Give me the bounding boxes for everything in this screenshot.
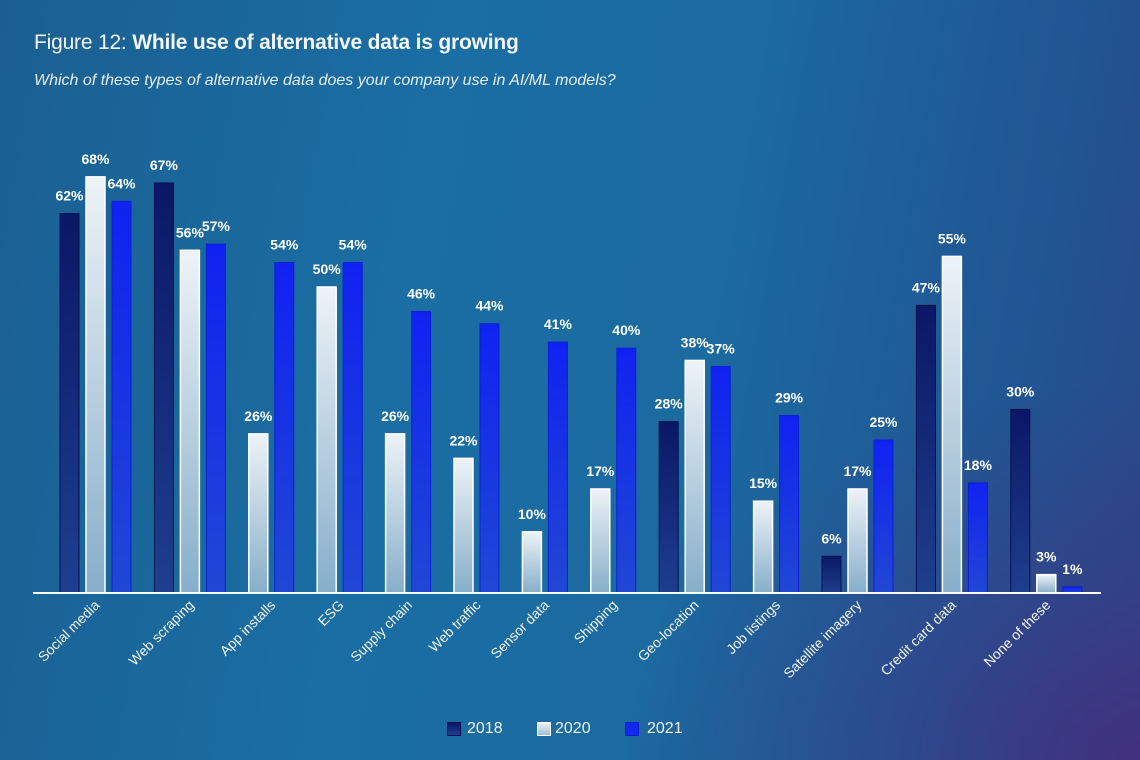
bar-2018-web-scraping — [153, 182, 174, 594]
bar-2021-geo-location — [710, 366, 731, 594]
value-label: 50% — [313, 261, 342, 277]
bar-2021-web-scraping — [205, 243, 226, 594]
value-label: 54% — [270, 237, 299, 253]
category-label: Shipping — [571, 597, 621, 647]
bar-2021-satellite-imagery — [873, 439, 894, 594]
bar-2021-social-media — [111, 200, 132, 594]
category-label: Satellite imagery — [780, 597, 864, 681]
bar-2021-supply-chain — [411, 310, 432, 594]
value-label: 46% — [407, 285, 436, 301]
bar-2018-social-media — [59, 213, 80, 594]
value-label: 22% — [449, 432, 478, 448]
bar-2020-job-listings — [752, 500, 774, 594]
bar-2020-web-scraping — [179, 249, 201, 594]
category-label: Sensor data — [487, 597, 552, 662]
legend-label-2018: 2018 — [467, 720, 503, 737]
chart-subtitle: Which of these types of alternative data… — [34, 72, 616, 89]
bar-2018-satellite-imagery — [821, 555, 842, 594]
value-label: 29% — [775, 390, 804, 406]
category-label: Supply chain — [347, 597, 415, 665]
legend: 2018 2020 2021 — [0, 720, 1140, 744]
bar-2021-sensor-data — [547, 341, 568, 594]
value-label: 56% — [176, 224, 205, 240]
value-label: 44% — [475, 298, 504, 314]
value-label: 47% — [912, 279, 941, 295]
bar-2018-none-of-these — [1010, 408, 1031, 594]
value-label: 55% — [938, 230, 967, 246]
category-label: Credit card data — [877, 597, 959, 679]
bar-2018-credit-card-data — [915, 304, 936, 594]
value-label: 28% — [655, 396, 684, 412]
value-label: 17% — [586, 463, 615, 479]
bar-2020-social-media — [85, 176, 106, 594]
legend-label-2021: 2021 — [647, 720, 683, 737]
value-label: 30% — [1006, 383, 1035, 399]
bar-2020-shipping — [590, 488, 611, 594]
value-label: 40% — [612, 322, 641, 338]
legend-item-2018: 2018 — [447, 720, 503, 738]
bar-2020-web-traffic — [453, 457, 474, 594]
bar-2020-satellite-imagery — [847, 488, 868, 594]
bar-2021-web-traffic — [479, 323, 500, 594]
value-label: 64% — [107, 175, 136, 191]
bar-2020-none-of-these — [1036, 573, 1057, 594]
value-label: 67% — [150, 157, 179, 173]
category-label: Social media — [35, 597, 103, 665]
category-label: Job listings — [723, 597, 783, 657]
category-label: None of these — [980, 597, 1053, 670]
value-label: 26% — [244, 408, 273, 424]
chart-title: Figure 12: While use of alternative data… — [34, 31, 519, 55]
value-label: 68% — [81, 151, 110, 167]
bar-2020-credit-card-data — [941, 255, 963, 594]
value-labels-layer: 62% 68% 64% 67% 56%57% 26% 54% 50% 54% 26% 46% 22% 4… — [55, 151, 1082, 577]
bar-2020-app-installs — [248, 433, 269, 594]
value-label: 26% — [381, 408, 410, 424]
category-labels-layer: Social media Web scraping App installs ESG S… — [35, 597, 1054, 682]
figure-title-text: While use of alternative data is growing — [132, 31, 519, 54]
bar-2020-esg — [316, 286, 337, 594]
category-label: Geo-location — [634, 597, 701, 664]
bar-2020-sensor-data — [521, 531, 543, 594]
value-label: 54% — [339, 237, 368, 253]
legend-swatch-2020 — [537, 722, 551, 736]
category-label: ESG — [315, 597, 347, 629]
bar-2021-job-listings — [779, 415, 800, 594]
value-label: 6% — [821, 530, 842, 546]
category-label: Web scraping — [125, 597, 197, 669]
value-label: 41% — [544, 316, 573, 332]
figure-number: Figure 12: — [34, 31, 127, 54]
value-label: 3% — [1036, 549, 1057, 565]
legend-swatch-2018 — [447, 722, 461, 736]
category-label: Web traffic — [425, 597, 483, 655]
legend-label-2020: 2020 — [555, 720, 591, 737]
bar-2020-geo-location — [684, 359, 705, 594]
category-label: App installs — [216, 597, 278, 659]
bar-2021-shipping — [616, 347, 637, 594]
value-label: 25% — [869, 414, 898, 430]
value-label: 10% — [518, 506, 547, 522]
value-label: 18% — [964, 457, 993, 473]
value-label: 17% — [843, 463, 872, 479]
value-label: 15% — [749, 475, 778, 491]
legend-item-2020: 2020 — [537, 720, 591, 738]
bar-2021-app-installs — [274, 262, 295, 594]
legend-item-2021: 2021 — [625, 720, 683, 738]
bar-2021-esg — [342, 262, 363, 594]
legend-swatch-2021 — [625, 722, 639, 736]
bar-2018-geo-location — [658, 421, 679, 594]
bar-2021-credit-card-data — [967, 482, 988, 594]
value-label: 62% — [55, 188, 84, 204]
value-label: 57% — [202, 218, 231, 234]
bar-2020-supply-chain — [384, 433, 406, 594]
bars-layer — [59, 176, 1083, 594]
value-label: 38% — [681, 334, 710, 350]
value-label: 1% — [1062, 561, 1083, 577]
value-label: 37% — [707, 341, 736, 357]
